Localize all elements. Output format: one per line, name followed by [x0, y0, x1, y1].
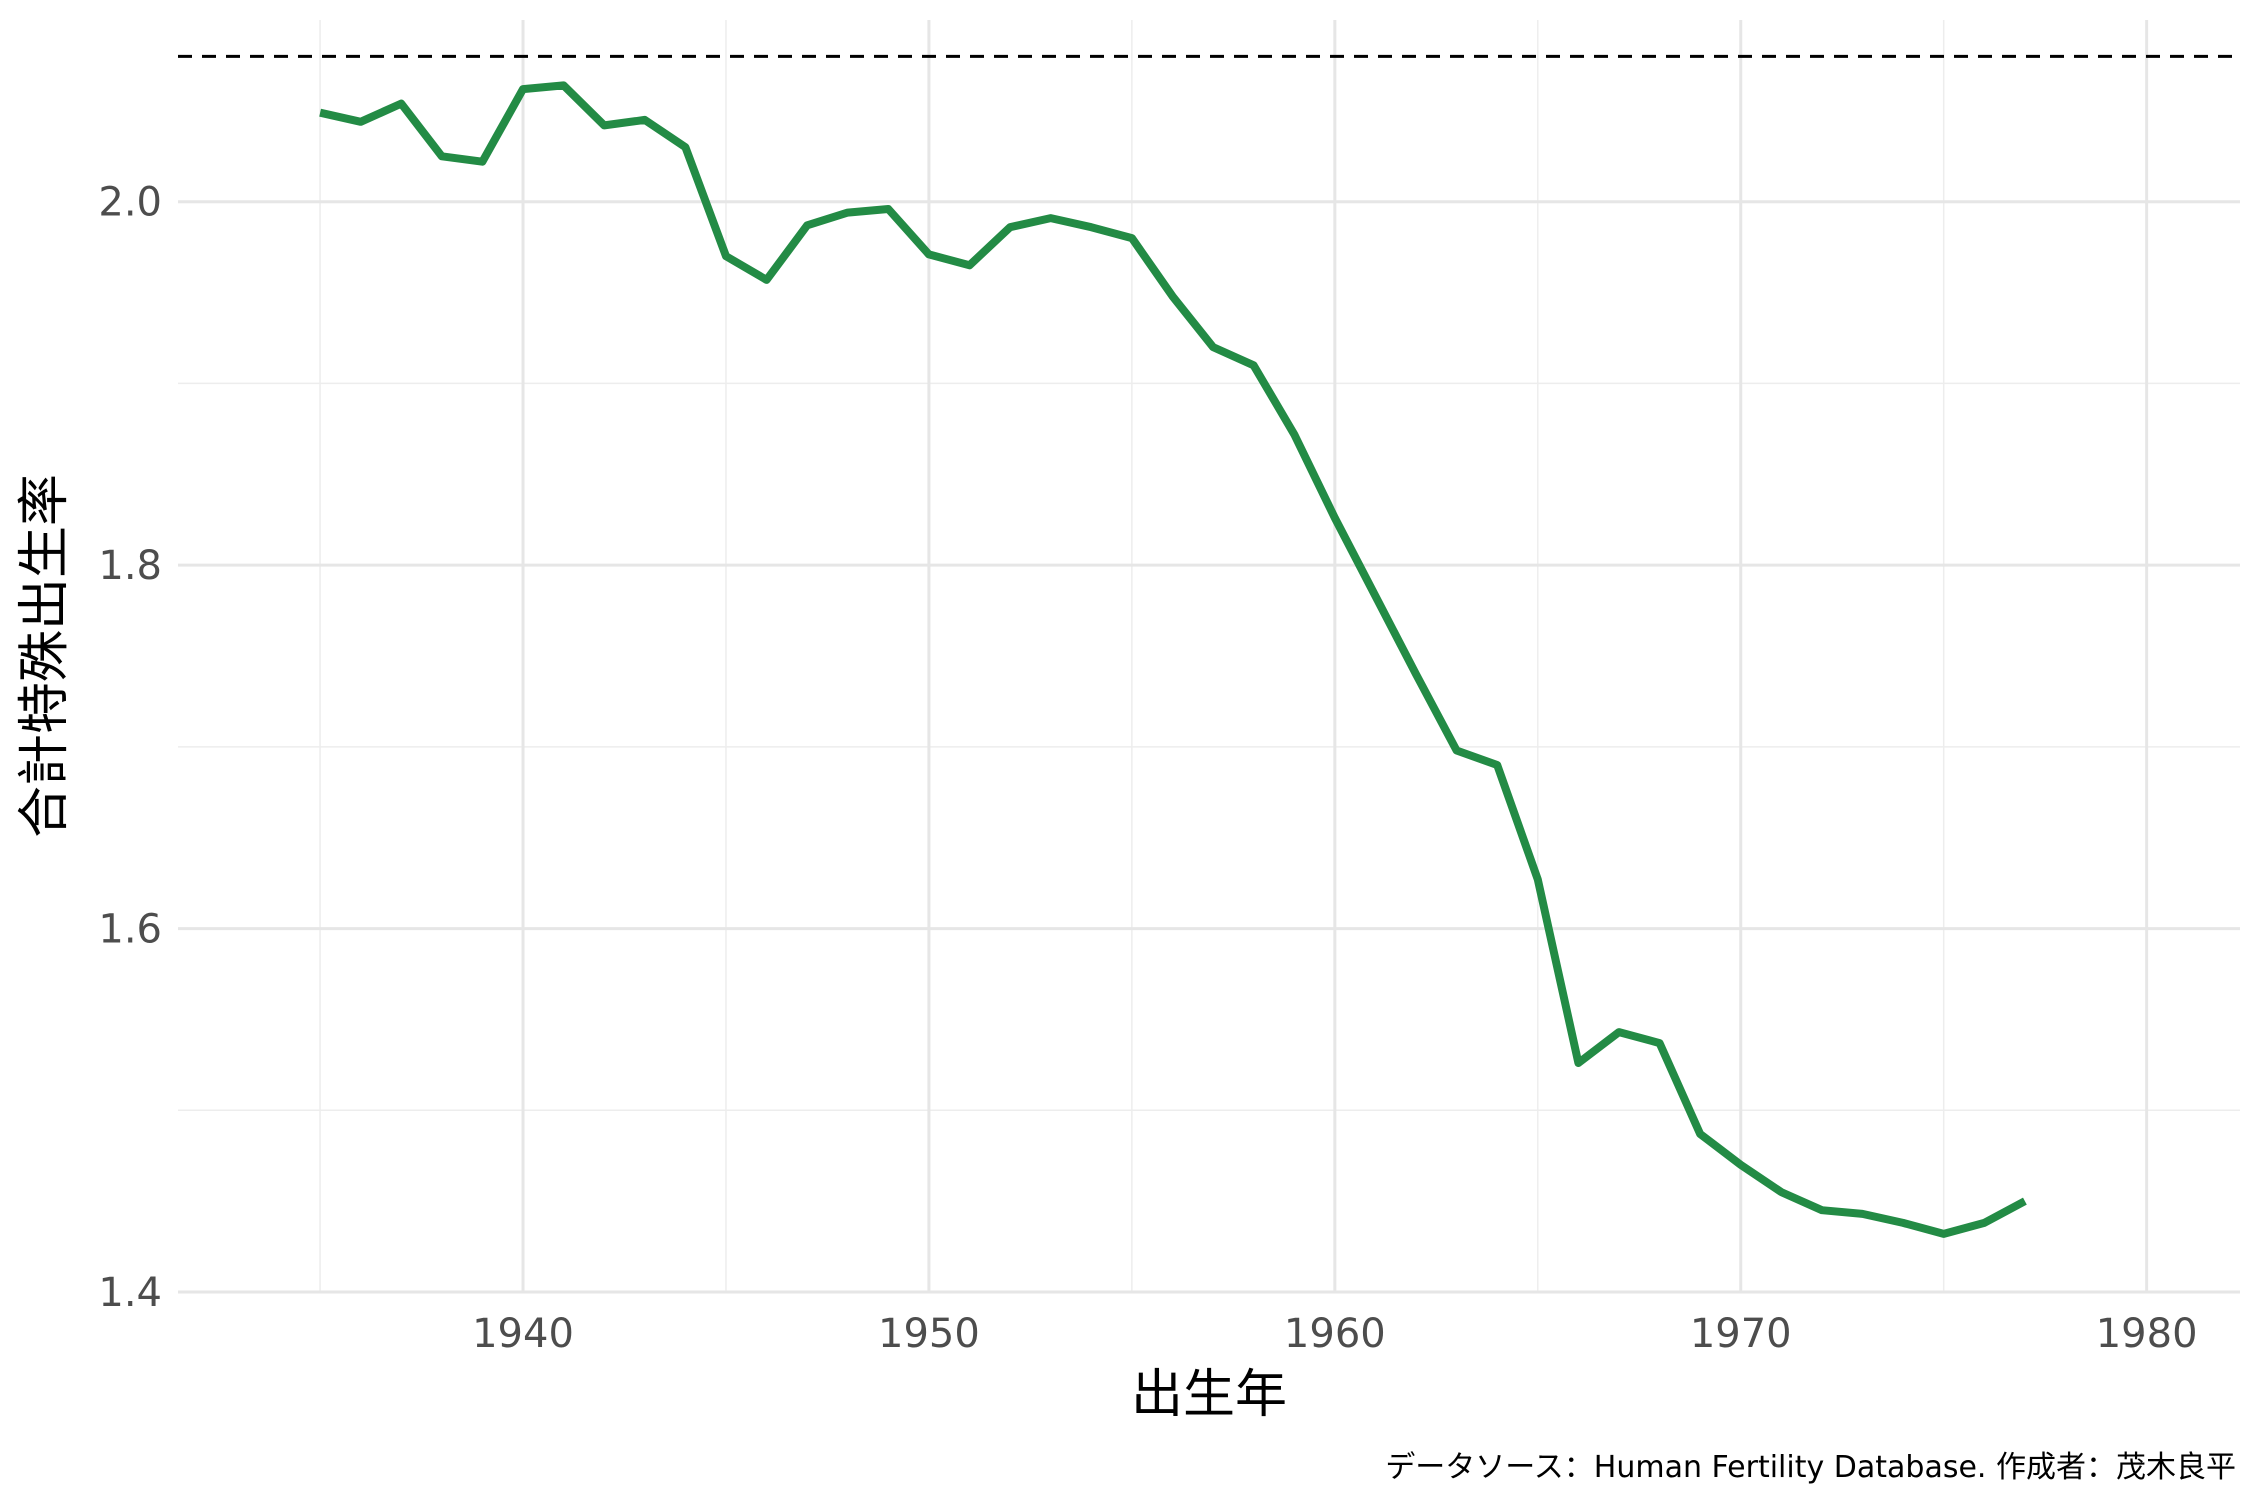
x-tick-label: 1940 — [472, 1311, 574, 1357]
y-tick-label: 1.6 — [98, 907, 162, 953]
minor-gridlines — [178, 20, 2240, 1292]
y-tick-labels: 1.4 1.6 1.8 2.0 — [98, 180, 162, 1316]
x-tick-label: 1960 — [1284, 1311, 1386, 1357]
x-tick-labels: 1940 1950 1960 1970 1980 — [472, 1311, 2197, 1357]
x-tick-label: 1950 — [878, 1311, 980, 1357]
series-layer — [319, 81, 2027, 1238]
y-tick-label: 1.8 — [98, 543, 162, 589]
chart-caption: データソース：Human Fertility Database. 作成者：茂木良… — [1385, 1450, 2236, 1485]
major-gridlines — [178, 20, 2240, 1294]
series-line — [319, 81, 2027, 1238]
y-tick-label: 2.0 — [98, 180, 162, 226]
x-tick-label: 1970 — [1690, 1311, 1792, 1357]
y-axis-title: 合計特殊出生率 — [15, 474, 75, 838]
x-tick-label: 1980 — [2096, 1311, 2198, 1357]
y-tick-label: 1.4 — [98, 1270, 162, 1316]
x-axis-title: 出生年 — [1131, 1365, 1287, 1425]
